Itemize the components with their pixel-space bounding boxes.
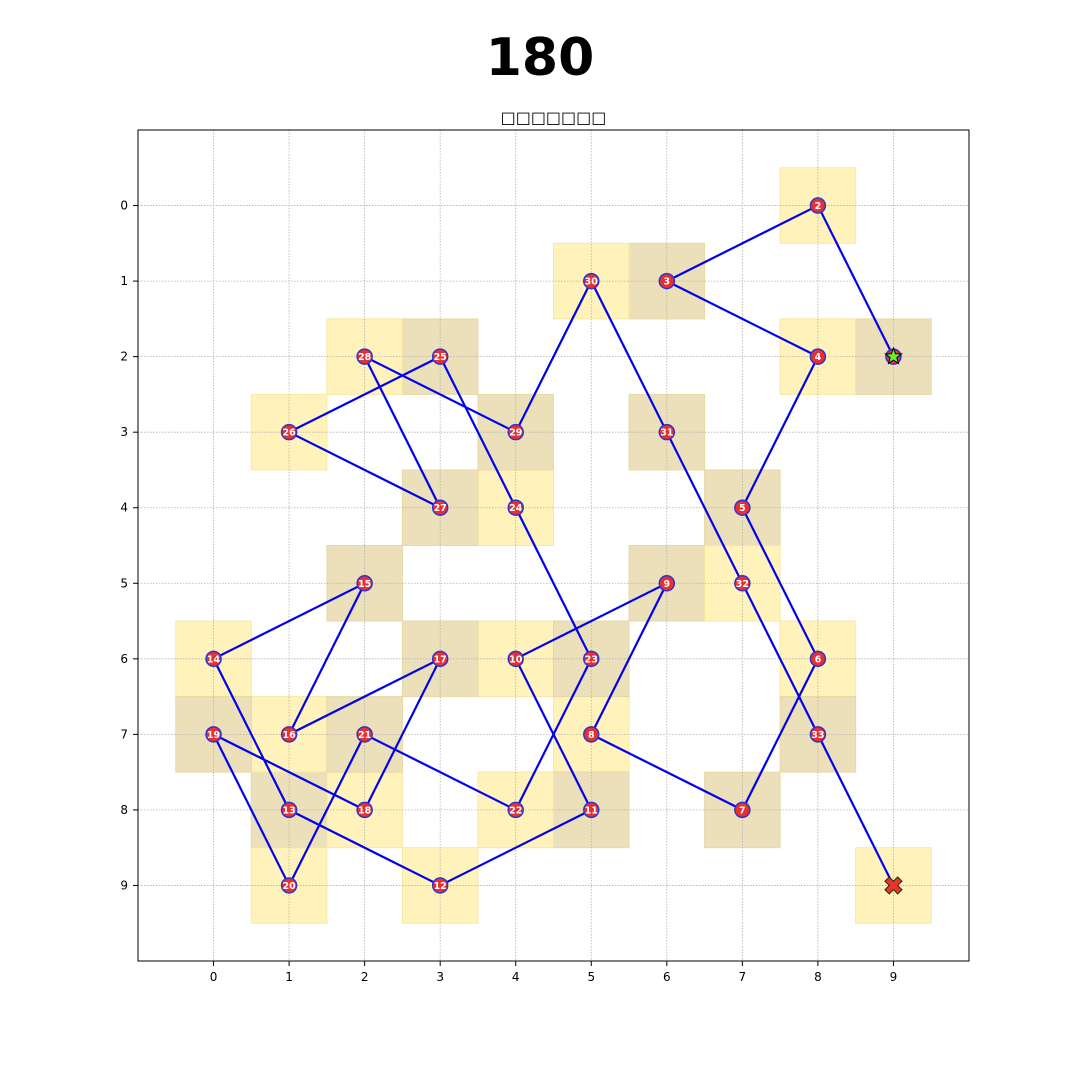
x-tick-label: 4 [512,970,520,984]
point-label: 5 [739,503,746,514]
end-x-icon [884,876,903,895]
point-marker [280,423,298,441]
point-marker [809,197,827,214]
y-tick-label: 6 [120,652,128,666]
point-label: 24 [509,503,523,514]
point-marker [507,499,524,516]
point-label: 14 [207,654,221,665]
x-tick-label: 8 [814,970,822,984]
point-marker [280,801,298,819]
point-marker [507,423,524,441]
point-label: 31 [660,428,673,439]
point-label: 27 [434,503,447,514]
point-label: 16 [282,730,296,741]
header-number: 180 [485,28,595,88]
point-marker [205,726,222,743]
point-label: 22 [509,805,522,816]
point-marker [507,650,524,668]
point-label: 12 [434,881,447,892]
point-label: 13 [282,805,295,816]
point-label: 20 [282,881,296,892]
point-marker [431,650,449,668]
point-label: 15 [358,579,371,590]
point-marker [356,801,373,819]
point-marker [583,726,600,743]
point-label: 26 [282,428,296,439]
y-tick-label: 9 [120,878,128,892]
point-marker [583,801,600,819]
point-marker [356,575,373,592]
y-tick-label: 0 [120,199,128,213]
point-marker [205,650,222,668]
point-marker [658,575,676,592]
y-tick-label: 2 [120,350,128,364]
x-tick-label: 0 [210,970,218,984]
point-label: 11 [585,805,598,816]
x-tick-label: 3 [436,970,444,984]
point-label: 23 [585,654,598,665]
point-marker [809,726,827,743]
y-tick-label: 7 [120,727,128,741]
x-tick-label: 6 [663,970,671,984]
point-label: 4 [815,352,822,363]
point-label: 10 [509,654,523,665]
point-label: 6 [815,654,822,665]
point-label: 29 [509,428,522,439]
point-marker [734,499,751,516]
x-tick-label: 2 [361,970,369,984]
point-marker [809,348,827,365]
point-marker [658,423,676,441]
chart-title: □□□□□□□ [501,108,607,127]
plot-frame [137,129,970,962]
x-tick-label: 9 [890,970,898,984]
point-marker [280,726,298,743]
point-marker [734,801,751,819]
point-label: 19 [207,730,220,741]
point-marker [658,272,676,290]
y-tick-label: 4 [120,501,128,515]
point-label: 18 [358,805,372,816]
point-marker [507,801,524,819]
tour-path-line [211,204,895,888]
point-marker [809,650,827,668]
y-tick-label: 8 [120,803,128,817]
point-label: 17 [434,654,447,665]
x-tick-label: 7 [739,970,747,984]
y-tick-label: 3 [120,425,128,439]
point-marker [356,726,373,743]
point-label: 32 [736,579,749,590]
point-label: 2 [815,201,822,212]
point-marker [280,877,298,894]
point-label: 28 [358,352,372,363]
start-star-icon [884,346,903,365]
point-label: 30 [585,277,599,288]
x-tick-label: 5 [587,970,595,984]
point-label: 7 [739,805,746,816]
point-marker [431,348,449,365]
point-label: 8 [588,730,595,741]
point-label: 21 [358,730,371,741]
point-marker [356,348,373,365]
point-marker [583,650,600,668]
x-tick-label: 1 [285,970,293,984]
y-tick-label: 1 [120,274,128,288]
point-label: 3 [664,277,671,288]
point-marker [431,499,449,516]
point-label: 25 [434,352,447,363]
point-marker [431,877,449,894]
point-marker [734,575,751,592]
point-label: 9 [664,579,671,590]
point-label: 33 [811,730,824,741]
y-tick-label: 5 [120,576,128,590]
end-x-shape [884,876,903,895]
point-marker [583,272,600,290]
